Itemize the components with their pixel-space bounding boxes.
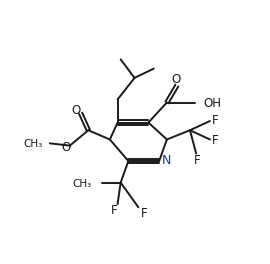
Text: F: F [140,207,147,220]
Text: N: N [161,154,171,167]
Text: F: F [212,114,219,127]
Text: F: F [194,154,201,167]
Text: OH: OH [204,97,222,110]
Text: CH₃: CH₃ [23,139,42,149]
Text: O: O [171,73,181,86]
Text: O: O [71,104,81,117]
Text: O: O [61,141,71,154]
Text: F: F [110,204,117,217]
Text: CH₃: CH₃ [72,179,92,189]
Text: F: F [212,134,219,147]
